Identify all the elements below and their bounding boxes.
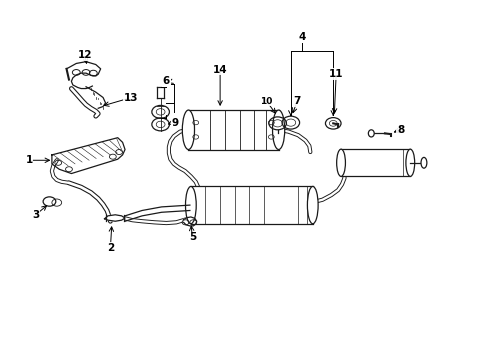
Text: 2: 2 bbox=[106, 243, 114, 253]
Polygon shape bbox=[340, 149, 409, 176]
Text: 7: 7 bbox=[293, 96, 300, 106]
Ellipse shape bbox=[272, 110, 284, 149]
Ellipse shape bbox=[185, 186, 196, 224]
Polygon shape bbox=[188, 110, 278, 149]
Ellipse shape bbox=[367, 130, 373, 137]
Text: 12: 12 bbox=[77, 50, 92, 60]
Text: 9: 9 bbox=[171, 118, 179, 128]
Ellipse shape bbox=[405, 149, 414, 176]
Ellipse shape bbox=[182, 110, 194, 149]
Text: 5: 5 bbox=[188, 232, 196, 242]
Text: 11: 11 bbox=[328, 69, 343, 79]
Text: 6: 6 bbox=[163, 76, 170, 86]
Ellipse shape bbox=[420, 157, 426, 168]
Text: 8: 8 bbox=[396, 125, 404, 135]
Polygon shape bbox=[104, 215, 125, 221]
Polygon shape bbox=[190, 186, 312, 224]
Text: 1: 1 bbox=[25, 155, 33, 165]
Text: 3: 3 bbox=[32, 210, 40, 220]
Text: 13: 13 bbox=[124, 93, 138, 103]
Polygon shape bbox=[183, 217, 196, 226]
Polygon shape bbox=[52, 138, 125, 174]
Ellipse shape bbox=[336, 149, 345, 176]
Text: 14: 14 bbox=[212, 64, 227, 75]
Ellipse shape bbox=[307, 186, 318, 224]
Text: 4: 4 bbox=[298, 32, 305, 42]
Text: 10: 10 bbox=[260, 96, 272, 105]
